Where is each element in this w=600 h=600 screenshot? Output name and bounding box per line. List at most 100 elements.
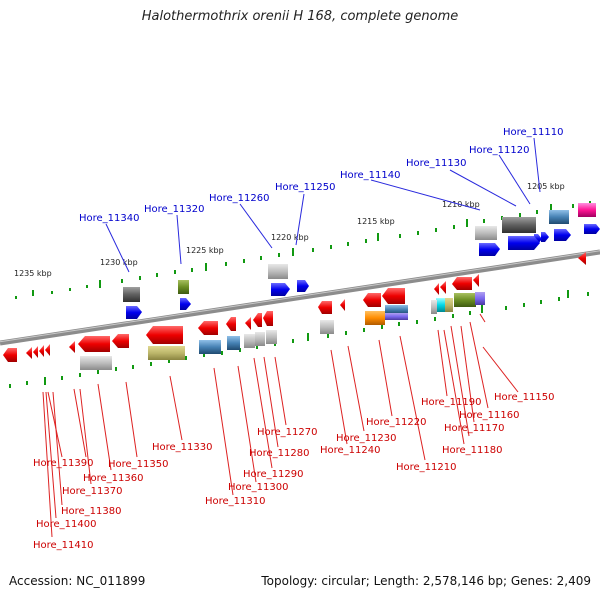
gene-arrow-reverse bbox=[363, 293, 381, 307]
gene-arrow-reverse bbox=[253, 313, 262, 327]
gene-arrow-reverse bbox=[33, 346, 38, 358]
gene-block-dark bbox=[502, 217, 536, 233]
gene-block-khaki bbox=[148, 346, 185, 360]
scale-tick-1230: 1230 kbp bbox=[100, 258, 138, 267]
gene-label-hore-11210[interactable]: Hore_11210 bbox=[396, 462, 457, 473]
gene-arrow-forward bbox=[508, 236, 540, 250]
gene-label-hore-11260[interactable]: Hore_11260 bbox=[209, 193, 270, 204]
gene-label-hore-11370[interactable]: Hore_11370 bbox=[62, 486, 123, 497]
gene-label-hore-11330[interactable]: Hore_11330 bbox=[152, 442, 213, 453]
gene-arrow-reverse bbox=[245, 317, 251, 330]
gene-label-hore-11230[interactable]: Hore_11230 bbox=[336, 433, 397, 444]
gene-block-gray bbox=[431, 300, 437, 314]
gene-label-hore-11240[interactable]: Hore_11240 bbox=[320, 445, 381, 456]
gene-block-steel bbox=[227, 336, 240, 350]
gene-block-steel bbox=[385, 305, 408, 314]
scale-tick-1225: 1225 kbp bbox=[186, 246, 224, 255]
gene-label-hore-11180[interactable]: Hore_11180 bbox=[442, 445, 503, 456]
gene-arrow-reverse bbox=[112, 334, 129, 348]
gene-arrow-reverse bbox=[434, 283, 439, 295]
gene-label-hore-11120[interactable]: Hore_11120 bbox=[469, 145, 530, 156]
gene-arrow-reverse bbox=[382, 288, 405, 304]
gene-label-hore-11310[interactable]: Hore_11310 bbox=[205, 496, 266, 507]
gene-arrow-reverse bbox=[226, 317, 236, 331]
gene-label-hore-11340[interactable]: Hore_11340 bbox=[79, 213, 140, 224]
gene-label-hore-11360[interactable]: Hore_11360 bbox=[83, 473, 144, 484]
gene-block-gray bbox=[244, 334, 255, 348]
gene-arrow-forward bbox=[297, 280, 309, 292]
gene-arrow-forward bbox=[554, 229, 571, 241]
gene-label-hore-11190[interactable]: Hore_11190 bbox=[421, 397, 482, 408]
gene-features-upper bbox=[123, 203, 600, 319]
gene-features-lower bbox=[3, 252, 586, 370]
gene-arrow-reverse bbox=[39, 345, 44, 357]
gene-arrow-forward bbox=[541, 232, 549, 242]
gene-label-hore-11380[interactable]: Hore_11380 bbox=[61, 506, 122, 517]
gene-block-steel bbox=[549, 210, 569, 224]
gene-arrow-forward bbox=[180, 298, 191, 310]
gene-arrow-reverse bbox=[440, 281, 446, 294]
gene-label-hore-11110[interactable]: Hore_11110 bbox=[503, 127, 564, 138]
gene-arrow-forward bbox=[126, 306, 142, 319]
gene-block-gray bbox=[268, 264, 288, 279]
gene-block-olive bbox=[454, 293, 476, 307]
gene-label-hore-11410[interactable]: Hore_11410 bbox=[33, 540, 94, 551]
gene-label-hore-11170[interactable]: Hore_11170 bbox=[444, 423, 505, 434]
top-label-connectors bbox=[105, 137, 541, 273]
gene-block-steel bbox=[199, 340, 221, 354]
gene-label-hore-11390[interactable]: Hore_11390 bbox=[33, 458, 94, 469]
gene-arrow-reverse bbox=[78, 336, 110, 352]
scale-tick-1220: 1220 kbp bbox=[271, 233, 309, 242]
gene-block-cyan bbox=[436, 298, 446, 312]
bottom-label-connectors bbox=[42, 313, 519, 538]
gene-arrow-reverse bbox=[263, 311, 273, 326]
gene-arrow-forward bbox=[271, 283, 290, 296]
genome-title: Halothermothrix orenii H 168, complete g… bbox=[141, 9, 459, 24]
gene-label-hore-11130[interactable]: Hore_11130 bbox=[406, 158, 467, 169]
gene-arrow-forward bbox=[479, 243, 500, 256]
scale-tick-1235: 1235 kbp bbox=[14, 269, 52, 278]
gene-block-gray bbox=[255, 332, 265, 346]
gene-arrow-reverse bbox=[578, 252, 586, 265]
gene-block-khaki bbox=[445, 298, 453, 312]
gene-arrow-forward bbox=[584, 224, 600, 234]
gene-block-orange bbox=[365, 311, 385, 325]
gene-label-hore-11140[interactable]: Hore_11140 bbox=[340, 170, 401, 181]
gene-label-hore-11350[interactable]: Hore_11350 bbox=[108, 459, 169, 470]
gene-label-hore-11280[interactable]: Hore_11280 bbox=[249, 448, 310, 459]
gene-block-purple bbox=[475, 292, 485, 305]
gene-arrow-reverse bbox=[452, 277, 472, 290]
gene-block-pink bbox=[578, 203, 596, 217]
gene-arrow-reverse bbox=[146, 326, 183, 344]
upper-scale-dashes bbox=[15, 201, 591, 299]
gene-block-olive bbox=[178, 280, 189, 294]
gene-block-gray bbox=[80, 356, 112, 370]
scale-tick-1215: 1215 kbp bbox=[357, 217, 395, 226]
gene-arrow-reverse bbox=[26, 347, 32, 359]
gene-label-hore-11220[interactable]: Hore_11220 bbox=[366, 417, 427, 428]
gene-block-gray bbox=[266, 330, 277, 344]
gene-label-hore-11270[interactable]: Hore_11270 bbox=[257, 427, 318, 438]
gene-label-hore-11320[interactable]: Hore_11320 bbox=[144, 204, 205, 215]
gene-label-hore-11290[interactable]: Hore_11290 bbox=[243, 469, 304, 480]
gene-arrow-reverse bbox=[45, 344, 50, 356]
gene-label-hore-11300[interactable]: Hore_11300 bbox=[228, 482, 289, 493]
gene-label-hore-11150[interactable]: Hore_11150 bbox=[494, 392, 555, 403]
gene-block-gray bbox=[475, 226, 497, 240]
accession-text: Accession: NC_011899 bbox=[9, 574, 146, 588]
gene-block-purple bbox=[385, 313, 408, 320]
gene-arrow-reverse bbox=[69, 341, 75, 353]
gene-arrow-reverse bbox=[318, 301, 332, 314]
gene-label-hore-11250[interactable]: Hore_11250 bbox=[275, 182, 336, 193]
gene-label-hore-11400[interactable]: Hore_11400 bbox=[36, 519, 97, 530]
gene-label-hore-11160[interactable]: Hore_11160 bbox=[459, 410, 520, 421]
gene-arrow-reverse bbox=[473, 274, 479, 287]
gene-block-dark bbox=[123, 287, 140, 302]
gene-arrow-reverse bbox=[340, 299, 345, 311]
scale-tick-1205: 1205 kbp bbox=[527, 182, 565, 191]
genome-backbone bbox=[0, 249, 600, 346]
gene-arrow-reverse bbox=[198, 321, 218, 335]
gene-arrow-reverse bbox=[3, 348, 17, 362]
